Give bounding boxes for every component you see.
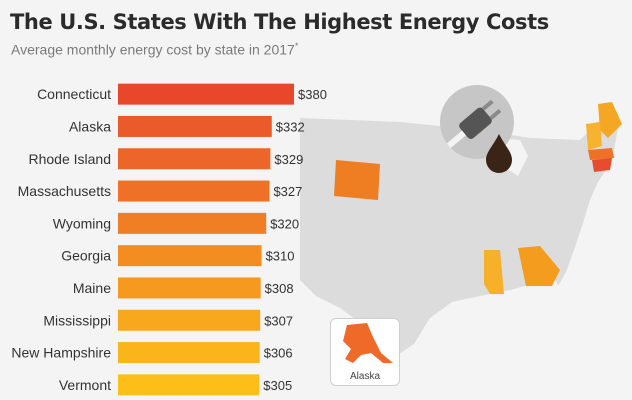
massachusetts-shape (588, 148, 614, 160)
mississippi-shape (484, 250, 504, 294)
bar (118, 212, 267, 234)
bar-category-label: Alaska (69, 118, 111, 134)
bar (118, 277, 261, 299)
bar-category-label: Mississippi (43, 312, 111, 328)
subtitle-text: Average monthly energy cost by state in … (11, 41, 295, 58)
bar (118, 374, 260, 396)
subtitle-footnote-marker: * (294, 41, 299, 51)
bar-category-label: Vermont (59, 377, 111, 393)
chart-subtitle: Average monthly energy cost by state in … (11, 41, 298, 58)
oil-drop-icon (486, 134, 512, 173)
bar-value-label: $306 (264, 346, 293, 361)
bar-category-label: Wyoming (53, 215, 111, 231)
bar (118, 342, 260, 364)
wyoming-shape (334, 160, 380, 200)
bar-value-label: $310 (266, 249, 295, 264)
maine-shape (598, 102, 622, 138)
bar-category-label: Massachusetts (18, 183, 111, 199)
bar-category-label: Maine (73, 280, 111, 296)
bar-value-label: $332 (276, 119, 305, 134)
bar-value-label: $380 (298, 87, 327, 102)
bar (118, 148, 271, 170)
bar-category-label: Georgia (61, 248, 111, 264)
bar-category-label: Rhode Island (28, 151, 111, 167)
bar (118, 83, 294, 105)
bar (118, 309, 261, 331)
bar-value-label: $320 (270, 216, 299, 231)
bar-category-label: New Hampshire (11, 345, 111, 361)
bar (118, 115, 272, 137)
alaska-inset: Alaska (330, 318, 400, 386)
bar-category-label: Connecticut (37, 86, 111, 102)
bar-value-label: $307 (264, 313, 293, 328)
bar-value-label: $329 (274, 152, 303, 167)
bar-value-label: $327 (273, 184, 302, 199)
georgia-shape (518, 246, 560, 286)
connecticut-ri-shape (592, 158, 612, 172)
bar-value-label: $308 (265, 281, 294, 296)
bar (118, 245, 262, 267)
bar (118, 180, 270, 202)
alaska-inset-label: Alaska (349, 371, 380, 382)
vermont-nh-shape (586, 122, 602, 150)
alaska-shape (343, 323, 393, 363)
bar-value-label: $305 (263, 378, 292, 393)
chart-title: The U.S. States With The Highest Energy … (10, 10, 549, 34)
